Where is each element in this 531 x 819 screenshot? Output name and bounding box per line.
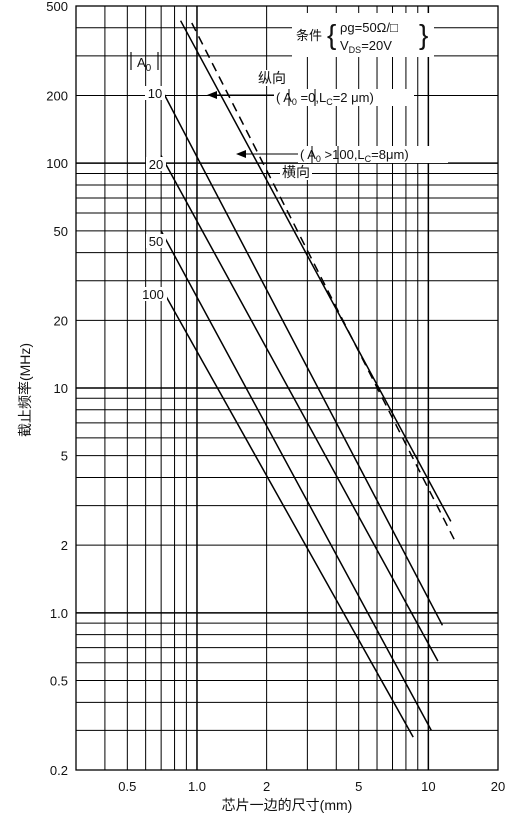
y-tick-labels: 0.2 0.5 1.0 2 5 10 20 50 100 200 500 xyxy=(46,0,68,778)
x-axis-label: 芯片一边的尺寸(mm) xyxy=(222,797,353,813)
y-tick-label: 500 xyxy=(46,0,68,14)
conditions-brace-left: { xyxy=(327,19,336,50)
x-tick-label: 20 xyxy=(491,779,505,794)
a0-header: A0 xyxy=(130,52,159,74)
curve-label-50-bg xyxy=(146,234,166,248)
y-tick-label: 100 xyxy=(46,156,68,171)
curve-label-20-text: 20 xyxy=(149,157,163,172)
x-tick-label: 2 xyxy=(263,779,270,794)
horizontal-label-bg xyxy=(280,164,312,180)
vertical-arrow-head xyxy=(207,91,217,99)
series-group xyxy=(160,20,456,738)
curve-label-50-text: 50 xyxy=(149,234,163,249)
y-tick-label: 0.2 xyxy=(50,763,68,778)
a0-header-text: A0 xyxy=(137,55,152,74)
curve-label-10: 10 xyxy=(145,86,165,101)
curve-label-20-bg xyxy=(146,157,166,171)
x-tick-label: 1.0 xyxy=(188,779,206,794)
horizontal-arrow-head xyxy=(236,150,246,158)
series-line-50 xyxy=(160,230,432,731)
x-tick-labels: 0.5 1.0 2 5 10 20 xyxy=(118,779,505,794)
conditions-label: 条件 xyxy=(296,28,322,43)
horizontal-cond-bg xyxy=(298,146,448,163)
x-tick-label: 10 xyxy=(421,779,435,794)
x-tick-label: 5 xyxy=(355,779,362,794)
grid xyxy=(76,6,498,770)
conditions-annotation: 条件 { ρg=50Ω/□ VDS=20V } xyxy=(292,13,434,57)
y-tick-label: 2 xyxy=(61,538,68,553)
conditions-rho: ρg=50Ω/□ xyxy=(340,20,398,35)
series-line-20 xyxy=(160,155,439,662)
horizontal-annotation: ( A0 >100,LC=8μm) 横向 xyxy=(236,146,448,180)
x-tick-label: 0.5 xyxy=(118,779,136,794)
y-tick-label: 5 xyxy=(61,449,68,464)
vertical-cond-text: ( A0 =0,LC=2 μm) xyxy=(276,90,374,107)
curve-label-10-text: 10 xyxy=(148,86,162,101)
curve-label-50: 50 xyxy=(146,234,166,249)
series-line-10 xyxy=(160,88,444,626)
y-tick-label: 1.0 xyxy=(50,606,68,621)
curve-label-100-text: 100 xyxy=(142,287,164,302)
conditions-vds: VDS=20V xyxy=(340,38,392,55)
vertical-label-bg xyxy=(255,70,287,86)
y-tick-label: 50 xyxy=(54,224,68,239)
series-line-横向 xyxy=(191,22,456,541)
curve-label-100: 100 xyxy=(139,287,167,302)
plot-frame xyxy=(75,5,499,771)
horizontal-label: 横向 xyxy=(282,164,310,180)
y-tick-label: 20 xyxy=(54,313,68,328)
series-line-纵向 xyxy=(179,20,452,522)
vertical-label: 纵向 xyxy=(258,70,286,86)
y-tick-label: 10 xyxy=(54,381,68,396)
y-axis-label: 截止频率(MHz) xyxy=(17,343,33,437)
curve-label-20: 20 xyxy=(146,157,166,172)
y-tick-label: 0.5 xyxy=(50,674,68,689)
y-tick-label: 200 xyxy=(46,88,68,103)
series-line-100 xyxy=(160,287,414,738)
vertical-cond-bg xyxy=(274,89,414,106)
conditions-brace-right: } xyxy=(419,19,428,50)
conditions-bg xyxy=(292,13,434,57)
curve-label-10-bg xyxy=(145,86,165,100)
curve-label-100-bg xyxy=(139,287,167,301)
vertical-annotation: 纵向 ( A0 =0,LC=2 μm) xyxy=(207,70,414,107)
